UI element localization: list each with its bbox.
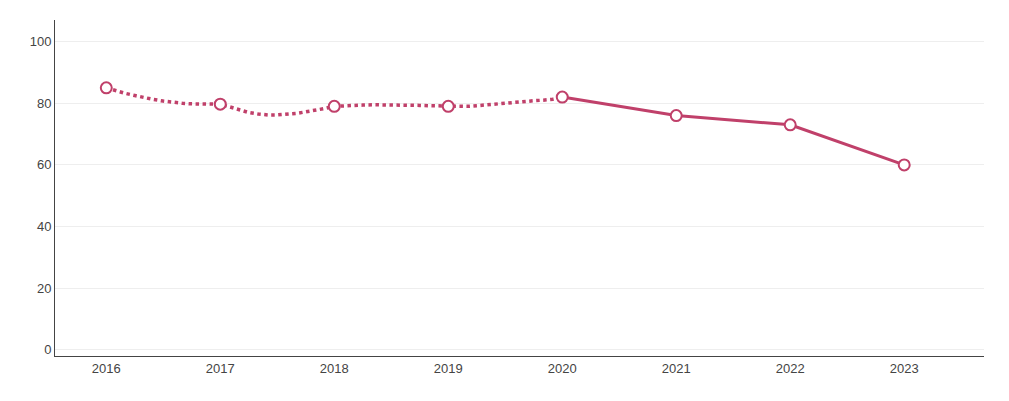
svg-text:2016: 2016 xyxy=(92,361,121,376)
svg-text:20: 20 xyxy=(37,281,51,296)
svg-text:2020: 2020 xyxy=(548,361,577,376)
svg-text:60: 60 xyxy=(37,157,51,172)
svg-text:2019: 2019 xyxy=(434,361,463,376)
svg-text:40: 40 xyxy=(37,219,51,234)
svg-text:2018: 2018 xyxy=(320,361,349,376)
svg-text:2023: 2023 xyxy=(890,361,919,376)
svg-text:0: 0 xyxy=(44,342,51,357)
svg-text:100: 100 xyxy=(30,34,52,49)
svg-text:80: 80 xyxy=(37,96,51,111)
svg-text:2021: 2021 xyxy=(662,361,691,376)
svg-text:2017: 2017 xyxy=(206,361,235,376)
svg-text:2022: 2022 xyxy=(776,361,805,376)
